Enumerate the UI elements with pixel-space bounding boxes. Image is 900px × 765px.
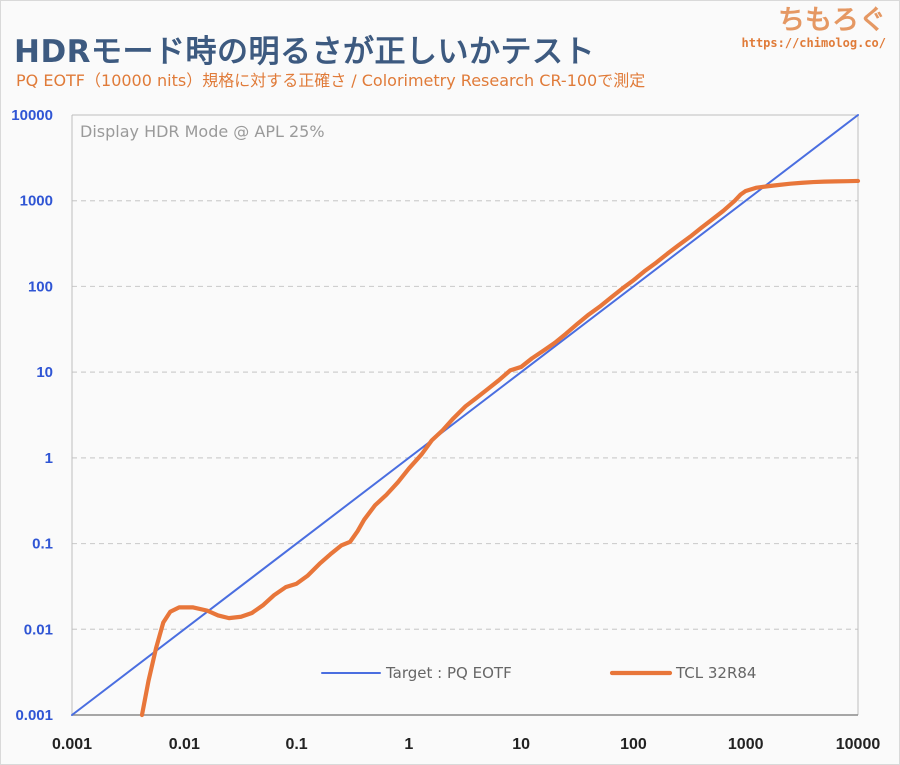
- brand-url: https://chimolog.co/: [741, 36, 887, 50]
- series-line-measured: [139, 178, 861, 718]
- x-tick-label: 0.1: [285, 736, 307, 753]
- series-line-target: [71, 114, 859, 716]
- y-tick-label: 0.01: [24, 621, 53, 638]
- y-tick-label: 10000: [11, 107, 53, 124]
- y-tick-label: 10: [36, 364, 53, 381]
- y-tick-label: 0.001: [15, 707, 53, 724]
- x-tick-label: 10000: [836, 736, 881, 753]
- y-axis-ticks: 0.001 0.01 0.1 1 10 100 1000 10000: [11, 107, 53, 724]
- legend: Target : PQ EOTF TCL 32R84: [321, 664, 756, 682]
- x-tick-label: 0.01: [169, 736, 200, 753]
- x-tick-label: 100: [620, 736, 647, 753]
- legend-label: Target : PQ EOTF: [385, 664, 512, 682]
- legend-label: TCL 32R84: [675, 664, 756, 682]
- x-axis-ticks: 0.001 0.01 0.1 1 10 100 1000 10000: [52, 736, 880, 753]
- chart-title: HDRモード時の明るさが正しいかテスト: [14, 34, 596, 70]
- x-tick-label: 0.001: [52, 736, 92, 753]
- brand-name: ちもろぐ: [778, 5, 886, 36]
- brand-logo: ちもろぐ https://chimolog.co/: [741, 5, 887, 51]
- x-tick-label: 1000: [728, 736, 764, 753]
- y-tick-label: 0.1: [32, 536, 53, 553]
- y-tick-label: 100: [28, 278, 53, 295]
- x-tick-label: 10: [512, 736, 530, 753]
- chart-annotation: Display HDR Mode @ APL 25%: [80, 122, 325, 141]
- grid-lines: [71, 114, 859, 716]
- chart-subtitle: PQ EOTF（10000 nits）規格に対する正確さ / Colorimet…: [16, 71, 646, 90]
- series-layer: [71, 114, 861, 718]
- x-tick-label: 1: [404, 736, 413, 753]
- y-tick-label: 1: [45, 450, 53, 467]
- y-tick-label: 1000: [20, 193, 53, 210]
